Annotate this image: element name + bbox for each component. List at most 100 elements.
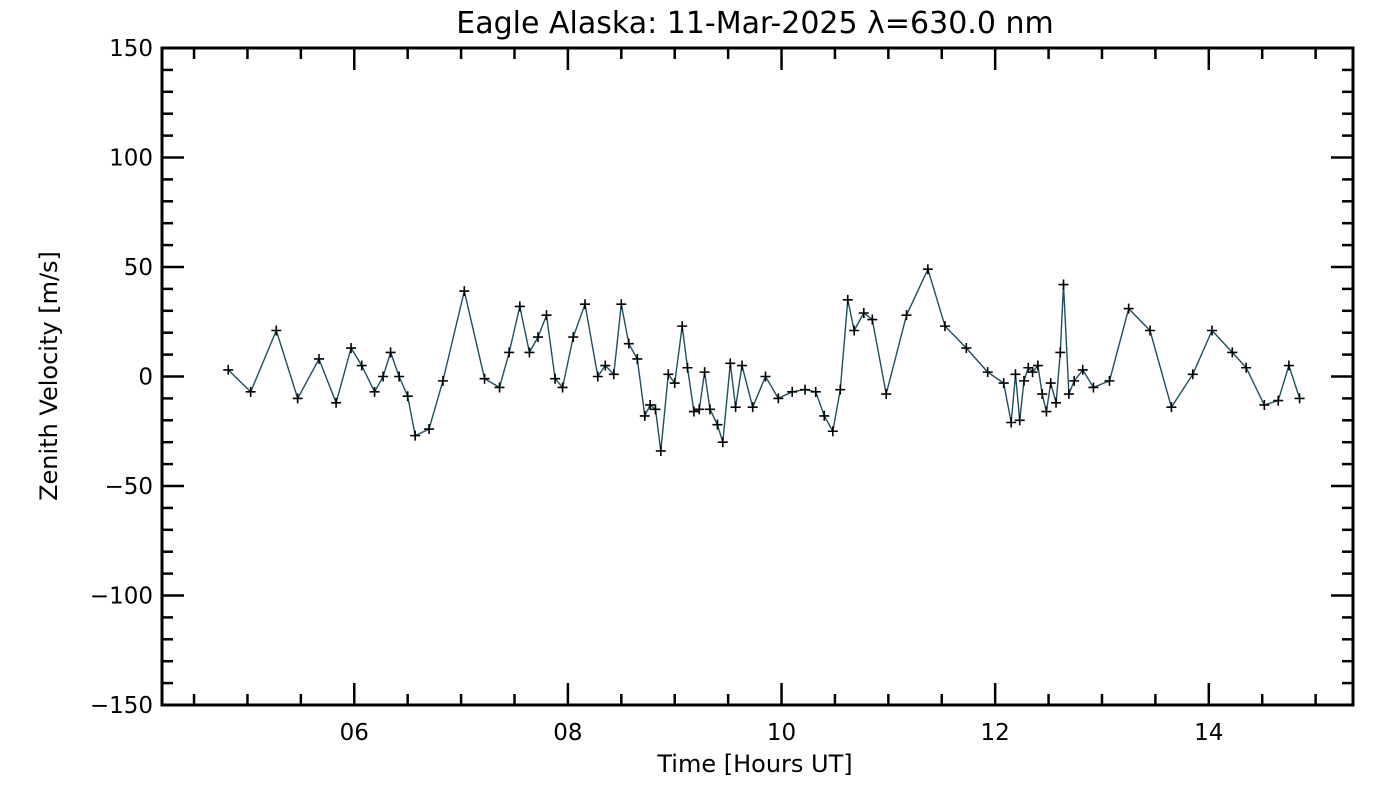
data-point-marker bbox=[1069, 375, 1080, 386]
y-tick-label: −150 bbox=[90, 693, 153, 719]
y-tick-label: 100 bbox=[109, 146, 153, 172]
data-point-marker bbox=[385, 347, 396, 358]
data-point-marker bbox=[704, 404, 715, 415]
series-line bbox=[227, 268, 1301, 452]
data-point-marker bbox=[1123, 303, 1134, 314]
data-point-marker bbox=[1014, 415, 1025, 426]
data-point-marker bbox=[514, 301, 525, 312]
data-point-marker bbox=[424, 424, 435, 435]
data-point-marker bbox=[402, 391, 413, 402]
data-point-marker bbox=[1273, 395, 1284, 406]
y-axis-ticks bbox=[162, 46, 1353, 707]
data-point-marker bbox=[645, 399, 656, 410]
data-point-marker bbox=[608, 369, 619, 380]
data-point-marker bbox=[961, 343, 972, 354]
x-tick-label: 14 bbox=[1194, 720, 1223, 746]
data-point-marker bbox=[939, 321, 950, 332]
data-point-marker bbox=[760, 371, 771, 382]
data-point-marker bbox=[655, 445, 666, 456]
y-axis-tick-labels: 150 100 50 0 −50 −100 −150 bbox=[90, 36, 153, 719]
data-point-marker bbox=[712, 419, 723, 430]
data-point-marker bbox=[1166, 402, 1177, 413]
data-point-marker bbox=[479, 373, 490, 384]
data-point-marker bbox=[369, 386, 380, 397]
data-point-marker bbox=[616, 299, 627, 310]
y-axis-label: Zenith Velocity [m/s] bbox=[35, 251, 63, 501]
x-tick-label: 12 bbox=[981, 720, 1010, 746]
data-point-marker bbox=[356, 360, 367, 371]
data-point-marker bbox=[504, 347, 515, 358]
data-point-marker bbox=[982, 367, 993, 378]
data-point-marker bbox=[1045, 378, 1056, 389]
data-point-marker bbox=[639, 410, 650, 421]
data-point-marker bbox=[245, 386, 256, 397]
data-point-marker bbox=[858, 307, 869, 318]
data-point-marker bbox=[730, 402, 741, 413]
data-point-marker bbox=[592, 371, 603, 382]
x-tick-label: 10 bbox=[767, 720, 796, 746]
data-point-marker bbox=[800, 384, 811, 395]
data-point-marker bbox=[557, 382, 568, 393]
data-point-marker bbox=[1055, 347, 1066, 358]
data-point-marker bbox=[579, 299, 590, 310]
data-point-marker bbox=[1019, 375, 1030, 386]
data-point-marker bbox=[378, 371, 389, 382]
data-point-marker bbox=[1006, 417, 1017, 428]
data-point-marker bbox=[725, 358, 736, 369]
x-axis-ticks bbox=[192, 48, 1317, 705]
data-point-marker bbox=[1294, 393, 1305, 404]
data-point-marker bbox=[541, 310, 552, 321]
data-point-marker bbox=[901, 310, 912, 321]
data-point-marker bbox=[494, 382, 505, 393]
data-series bbox=[223, 264, 1305, 456]
data-point-marker bbox=[1259, 399, 1270, 410]
data-point-marker bbox=[1187, 369, 1198, 380]
data-point-marker bbox=[600, 360, 611, 371]
data-point-marker bbox=[568, 332, 579, 343]
data-point-marker bbox=[532, 332, 543, 343]
data-point-marker bbox=[1051, 397, 1062, 408]
data-point-marker bbox=[849, 325, 860, 336]
data-point-marker bbox=[271, 325, 282, 336]
data-point-marker bbox=[437, 375, 448, 386]
data-point-marker bbox=[346, 343, 357, 354]
data-point-marker bbox=[1104, 375, 1115, 386]
data-point-marker bbox=[623, 338, 634, 349]
data-point-marker bbox=[459, 286, 470, 297]
data-point-marker bbox=[1058, 279, 1069, 290]
data-point-marker bbox=[663, 369, 674, 380]
data-point-marker bbox=[1241, 362, 1252, 373]
data-point-marker bbox=[314, 353, 325, 364]
y-tick-label: −50 bbox=[104, 474, 153, 500]
data-point-marker bbox=[331, 397, 342, 408]
data-point-marker bbox=[717, 437, 728, 448]
data-point-marker bbox=[867, 314, 878, 325]
data-point-marker bbox=[835, 384, 846, 395]
data-point-marker bbox=[550, 373, 561, 384]
data-point-marker bbox=[737, 360, 748, 371]
data-point-marker bbox=[410, 430, 421, 441]
data-point-marker bbox=[1023, 362, 1034, 373]
y-tick-label: 0 bbox=[138, 365, 153, 391]
data-point-marker bbox=[810, 386, 821, 397]
data-point-marker bbox=[1207, 325, 1217, 336]
data-point-marker bbox=[1032, 360, 1043, 371]
data-point-marker bbox=[650, 404, 661, 415]
data-point-marker bbox=[1041, 406, 1052, 417]
data-point-marker bbox=[1227, 347, 1238, 358]
data-point-marker bbox=[819, 410, 830, 421]
data-point-marker bbox=[842, 294, 853, 305]
data-point-marker bbox=[922, 264, 933, 275]
data-point-marker bbox=[1063, 389, 1074, 400]
data-point-marker bbox=[881, 389, 892, 400]
data-point-marker bbox=[827, 426, 838, 437]
data-point-marker bbox=[688, 406, 699, 417]
data-point-marker bbox=[1077, 364, 1088, 375]
y-tick-label: 50 bbox=[124, 255, 153, 281]
data-point-marker bbox=[682, 362, 693, 373]
x-axis-label: Time [Hours UT] bbox=[656, 750, 852, 778]
data-point-marker bbox=[1037, 389, 1048, 400]
data-point-marker bbox=[677, 321, 688, 332]
data-point-marker bbox=[524, 347, 535, 358]
